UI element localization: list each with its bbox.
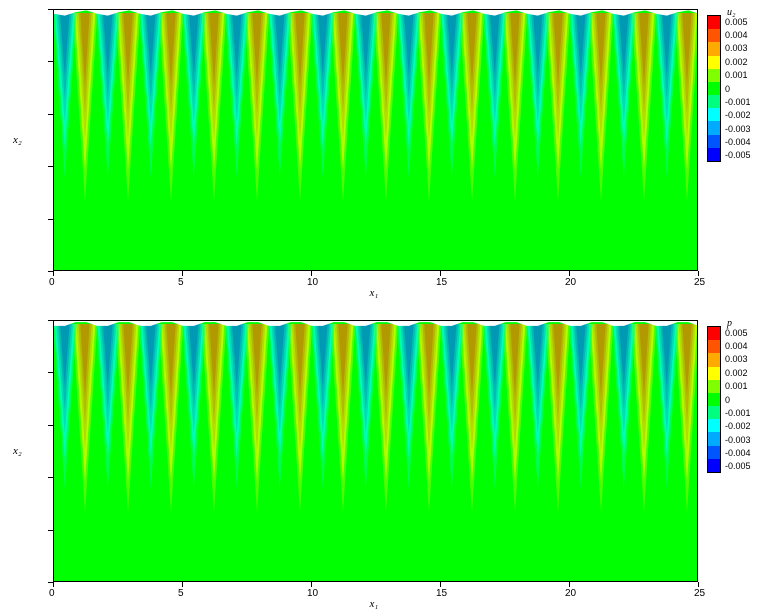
colorbar-label: -0.001: [725, 97, 751, 107]
plot-area-top: [53, 9, 698, 271]
xtick: [440, 271, 441, 276]
xtick-label: 15: [436, 588, 447, 599]
colorbar-bottom: [707, 326, 721, 473]
xtick: [440, 582, 441, 587]
colorbar-label: -0.005: [725, 461, 751, 471]
xtick: [311, 582, 312, 587]
colorbar-top: [707, 15, 721, 162]
xtick-label: 20: [565, 277, 576, 288]
xtick: [569, 271, 570, 276]
colorbar-label: 0.004: [725, 341, 748, 351]
ytick: [48, 61, 53, 62]
xtick-label: 5: [178, 277, 184, 288]
xtick-label: 25: [694, 277, 705, 288]
xtick: [569, 582, 570, 587]
xtick-label: 10: [307, 588, 318, 599]
xtick: [53, 271, 54, 276]
colorbar-label: 0: [725, 84, 730, 94]
colorbar-label: -0.003: [725, 435, 751, 445]
xtick-label: 25: [694, 588, 705, 599]
colorbar-label: 0.003: [725, 43, 748, 53]
ytick: [48, 9, 53, 10]
colorbar-label: -0.002: [725, 110, 751, 120]
colorbar-label: 0.004: [725, 30, 748, 40]
colorbar-label: 0.002: [725, 368, 748, 378]
colorbar-label: 0.005: [725, 17, 748, 27]
ytick: [48, 477, 53, 478]
ytick: [48, 166, 53, 167]
colorbar-label: 0: [725, 395, 730, 405]
xtick-label: 10: [307, 277, 318, 288]
x-axis-label: x₁: [370, 287, 379, 299]
xtick-label: 20: [565, 588, 576, 599]
xtick: [311, 271, 312, 276]
colorbar-label: -0.001: [725, 408, 751, 418]
xtick: [698, 271, 699, 276]
colorbar-label: -0.002: [725, 421, 751, 431]
colorbar-label: -0.005: [725, 150, 751, 160]
ytick: [48, 372, 53, 373]
ytick: [48, 320, 53, 321]
xtick: [182, 582, 183, 587]
ytick: [48, 114, 53, 115]
xtick-label: 0: [49, 588, 55, 599]
colorbar-label: 0.003: [725, 354, 748, 364]
xtick: [182, 271, 183, 276]
colorbar-label: 0.005: [725, 328, 748, 338]
xtick-label: 0: [49, 277, 55, 288]
colorbar-label: 0.001: [725, 70, 748, 80]
colorbar-label: -0.004: [725, 448, 751, 458]
x-axis-label: x₁: [370, 598, 379, 610]
colorbar-label: -0.003: [725, 124, 751, 134]
xtick: [53, 582, 54, 587]
ytick: [48, 425, 53, 426]
ytick: [48, 530, 53, 531]
y-axis-label: x₂: [13, 134, 22, 146]
xtick-label: 5: [178, 588, 184, 599]
colorbar-label: -0.004: [725, 137, 751, 147]
colorbar-label: 0.002: [725, 57, 748, 67]
y-axis-label: x₂: [13, 445, 22, 457]
colorbar-label: 0.001: [725, 381, 748, 391]
xtick: [698, 582, 699, 587]
plot-area-bottom: [53, 320, 698, 582]
ytick: [48, 219, 53, 220]
xtick-label: 15: [436, 277, 447, 288]
